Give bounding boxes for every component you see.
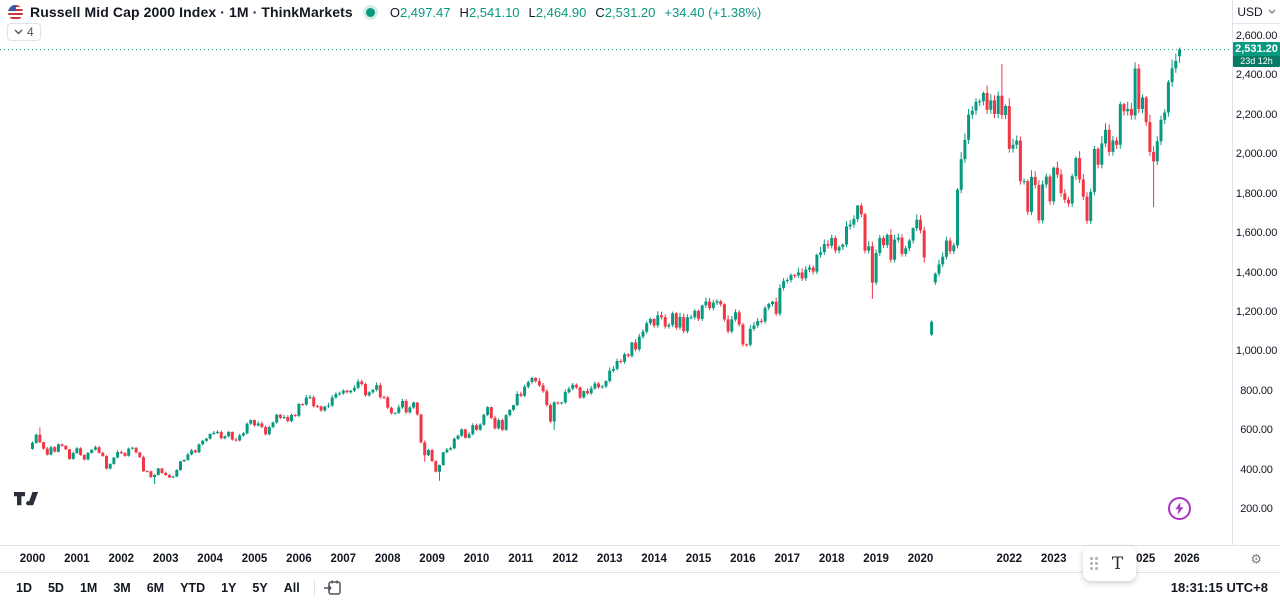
bottom-toolbar: 1D 5D 1M 3M 6M YTD 1Y 5Y All 18:31:15 UTC+8 [0,572,1280,602]
time-tick: 2017 [774,553,801,565]
time-tick: 2004 [197,553,223,565]
time-axis[interactable]: 2000 2001 2002 2003 2004 2005 2006 2007 2008 2009… [0,545,1280,572]
date-range-buttons: 1D 5D 1M 3M 6M YTD 1Y 5Y All [10,578,306,598]
change-value: +34.40 (+1.38%) [664,4,762,20]
ohlc-pair: O2,497.47 [389,4,451,20]
lightning-button[interactable] [1168,497,1191,520]
candlestick-chart[interactable] [0,0,1232,545]
time-tick: 2018 [818,553,845,565]
time-tick: 2008 [374,553,401,565]
ohlc-values: O2,497.47 H2,541.10 L2,464.90 C2,531.20 +34.… [390,5,761,20]
time-tick: 2003 [152,553,179,565]
tradingview-logo-icon[interactable] [13,491,39,507]
chevron-down-icon [1268,9,1276,14]
price-tick: 2,400.00 [1235,69,1278,82]
time-tick: 2020 [907,553,934,565]
time-tick: 2001 [64,553,90,565]
price-tick: 1,800.00 [1235,187,1278,200]
bar-countdown: 23d 12h [1233,56,1280,68]
time-tick: 2015 [685,553,712,565]
chart-pane[interactable]: Russell Mid Cap 2000 Index · 1M · ThinkM… [0,0,1232,545]
range-button-1m[interactable]: 1M [74,578,103,598]
range-button-all[interactable]: All [278,578,306,598]
time-tick: 2010 [463,553,490,565]
current-price-badge: 2,531.20 23d 12h [1233,42,1280,68]
time-tick: 2014 [641,553,667,565]
chart-settings-gear-icon[interactable]: ⚙ [1250,551,1262,567]
drag-handle-icon[interactable] [1090,557,1098,570]
toolbar-divider [313,578,315,597]
price-tick: 2,200.00 [1235,108,1278,121]
price-tick: 2,000.00 [1235,148,1278,161]
time-tick: 2006 [286,553,312,565]
time-tick: 2000 [19,553,46,565]
range-button-6m[interactable]: 6M [141,578,170,598]
time-tick: 2026 [1174,553,1200,565]
price-tick: 800.00 [1240,384,1273,397]
chevron-down-icon [14,29,23,35]
symbol-title[interactable]: Russell Mid Cap 2000 Index · 1M · ThinkM… [30,4,353,20]
ohlc-pair: C2,531.20 [595,4,656,20]
floating-drawing-toolbar[interactable]: T [1083,546,1136,581]
current-price-value: 2,531.20 [1233,42,1280,57]
range-button-5d[interactable]: 5D [42,578,70,598]
time-tick: 2012 [552,553,579,565]
price-tick: 600.00 [1240,424,1273,437]
text-tool-button[interactable]: T [1111,553,1124,574]
time-tick: 2023 [1040,553,1067,565]
time-tick: 2005 [241,553,268,565]
price-axis[interactable]: USD 2,600.00 2,400.00 2,200.00 2,000.00 1,80… [1232,0,1280,545]
range-button-ytd[interactable]: YTD [174,578,211,598]
price-tick: 1,200.00 [1235,305,1278,318]
price-tick: 1,000.00 [1235,345,1278,358]
price-tick: 200.00 [1240,503,1273,515]
range-button-1d[interactable]: 1D [10,578,38,598]
market-status-icon[interactable] [365,7,375,17]
range-button-1y[interactable]: 1Y [215,578,242,598]
currency-label: USD [1237,4,1263,19]
range-button-3m[interactable]: 3M [107,578,136,598]
range-button-5y[interactable]: 5Y [246,578,273,598]
price-tick: 2,600.00 [1235,30,1278,42]
lightning-bolt-icon [1175,502,1184,515]
time-tick: 2002 [108,553,135,565]
calendar-arrow-icon [323,580,341,595]
time-tick: 2025 [1129,553,1156,565]
collapse-count: 4 [27,25,34,39]
time-tick: 2009 [419,553,445,565]
time-tick: 2022 [996,553,1023,565]
ohlc-pair: L2,464.90 [528,4,587,20]
time-tick: 2019 [863,553,889,565]
symbol-legend: Russell Mid Cap 2000 Index · 1M · ThinkM… [8,4,761,20]
price-tick: 400.00 [1240,463,1273,476]
clock-label[interactable]: 18:31:15 UTC+8 [1170,580,1268,595]
time-tick: 2011 [508,553,534,565]
price-tick: 1,600.00 [1235,227,1278,240]
go-to-date-button[interactable] [323,578,342,597]
time-tick: 2013 [596,553,623,565]
time-tick: 2007 [330,553,357,565]
object-tree-collapse-button[interactable]: 4 [7,23,41,41]
ohlc-pair: H2,541.10 [459,4,520,20]
us-flag-icon [8,4,23,20]
price-tick: 1,400.00 [1235,266,1278,279]
time-tick: 2016 [730,553,756,565]
currency-button[interactable]: USD [1233,0,1280,24]
